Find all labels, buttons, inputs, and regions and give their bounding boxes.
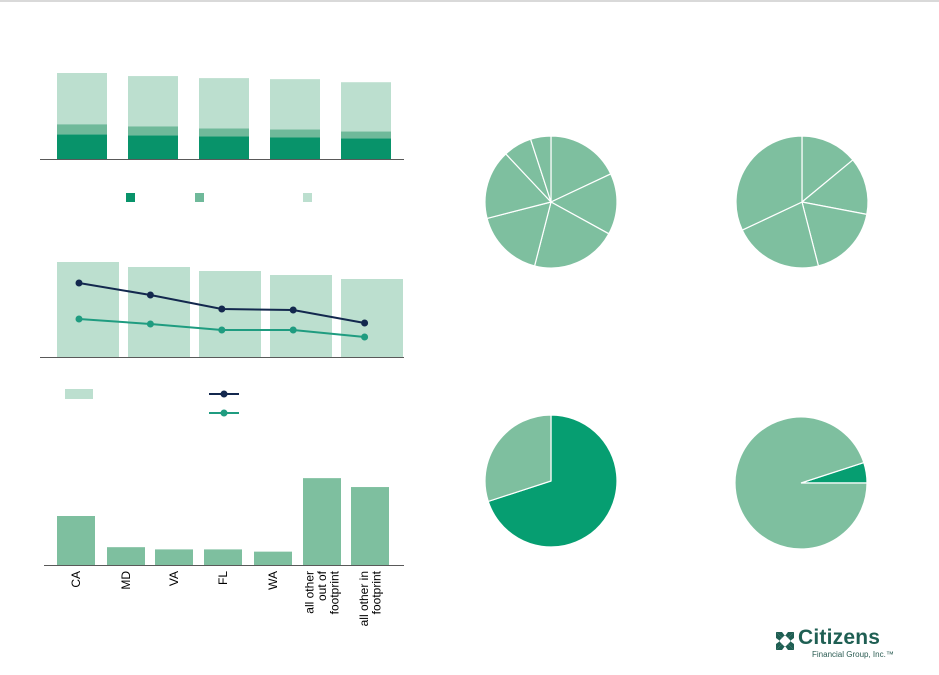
chart1-legend-swatch-3 [303, 193, 312, 202]
combo-line-2-point-5 [361, 333, 369, 341]
state-bar-5 [254, 551, 292, 565]
state-tick-label-7: all other infootprint [357, 570, 384, 626]
chart1-legend-swatch-1 [126, 193, 135, 202]
stacked-bar-5-seg-2 [341, 131, 391, 139]
pie-1-slice-7 [529, 135, 552, 203]
stacked-bar-2-seg-2 [128, 126, 178, 136]
citizens-logo-icon [776, 632, 794, 650]
top-divider [0, 0, 939, 2]
combo-line-2-point-3 [218, 326, 226, 334]
pie-1-slice-2 [549, 173, 618, 235]
state-bar-3 [155, 549, 193, 565]
combo-line-2-point-2 [146, 320, 154, 328]
pie-3-slice-1 [487, 414, 618, 548]
combo-bar-5 [341, 279, 403, 357]
pie-4-slice-2 [734, 416, 868, 550]
state-tick-label-2: MD [119, 571, 133, 590]
chart2-legend-marker-2 [220, 409, 228, 417]
chart1-legend-swatch-2 [195, 193, 204, 202]
pie-1-slice-1 [550, 135, 612, 203]
stacked-bar-5-seg-3 [341, 82, 391, 132]
state-bar-2 [107, 547, 145, 565]
citizens-logo: Citizens Financial Group, Inc.™ [772, 626, 902, 664]
combo-line-1-point-3 [218, 305, 226, 313]
logo-subtitle: Financial Group, Inc.™ [812, 650, 894, 659]
combo-bar-1 [57, 262, 119, 357]
combo-line-1-point-1 [75, 279, 83, 287]
stacked-bar-1-seg-3 [57, 73, 107, 125]
pie-2-slice-5 [735, 135, 803, 231]
pie-2-slice-2 [800, 159, 869, 216]
stacked-bar-3-seg-2 [199, 128, 249, 137]
combo-line-2-point-1 [75, 315, 83, 323]
stacked-bar-3-seg-3 [199, 78, 249, 129]
stacked-bar-4-seg-1 [270, 137, 320, 159]
stacked-bar-2-seg-3 [128, 76, 178, 127]
chart2-legend-marker-1 [220, 390, 228, 398]
state-tick-label-4: FL [216, 571, 230, 585]
logo-wordmark: Citizens [798, 626, 881, 649]
combo-bar-2 [128, 267, 190, 357]
combo-line-2-point-4 [289, 326, 297, 334]
state-bar-4 [204, 549, 242, 565]
state-tick-label-6: all otherout offootprint [303, 570, 342, 614]
pie-1-slice-4 [486, 201, 552, 267]
pie-1-slice-3 [533, 201, 610, 269]
combo-line-1-point-4 [289, 306, 297, 314]
stacked-bar-3-seg-1 [199, 136, 249, 159]
pie-2-slice-1 [801, 135, 854, 204]
state-tick-label-3: VA [167, 571, 181, 586]
stacked-bar-4-seg-3 [270, 79, 320, 130]
combo-line-1-point-2 [146, 291, 154, 299]
state-bar-7 [351, 487, 389, 565]
stacked-bar-1-seg-1 [57, 134, 107, 159]
stacked-bar-4-seg-2 [270, 129, 320, 138]
state-bar-1 [57, 516, 95, 565]
pie-3-slice-2 [484, 414, 552, 503]
pie-1-slice-5 [484, 153, 553, 220]
stacked-bar-1-seg-2 [57, 124, 107, 135]
state-tick-label-5: WA [266, 571, 280, 590]
pie-2-slice-3 [801, 201, 868, 267]
stacked-bar-2-seg-1 [128, 135, 178, 159]
combo-bar-3 [199, 271, 261, 357]
combo-line-1-point-5 [361, 319, 369, 327]
stacked-bar-5-seg-1 [341, 138, 391, 159]
chart2-legend-swatch-bar [65, 389, 93, 399]
pie-2-slice-4 [741, 201, 820, 269]
state-bar-6 [303, 478, 341, 565]
state-tick-label-1: CA [69, 571, 83, 588]
